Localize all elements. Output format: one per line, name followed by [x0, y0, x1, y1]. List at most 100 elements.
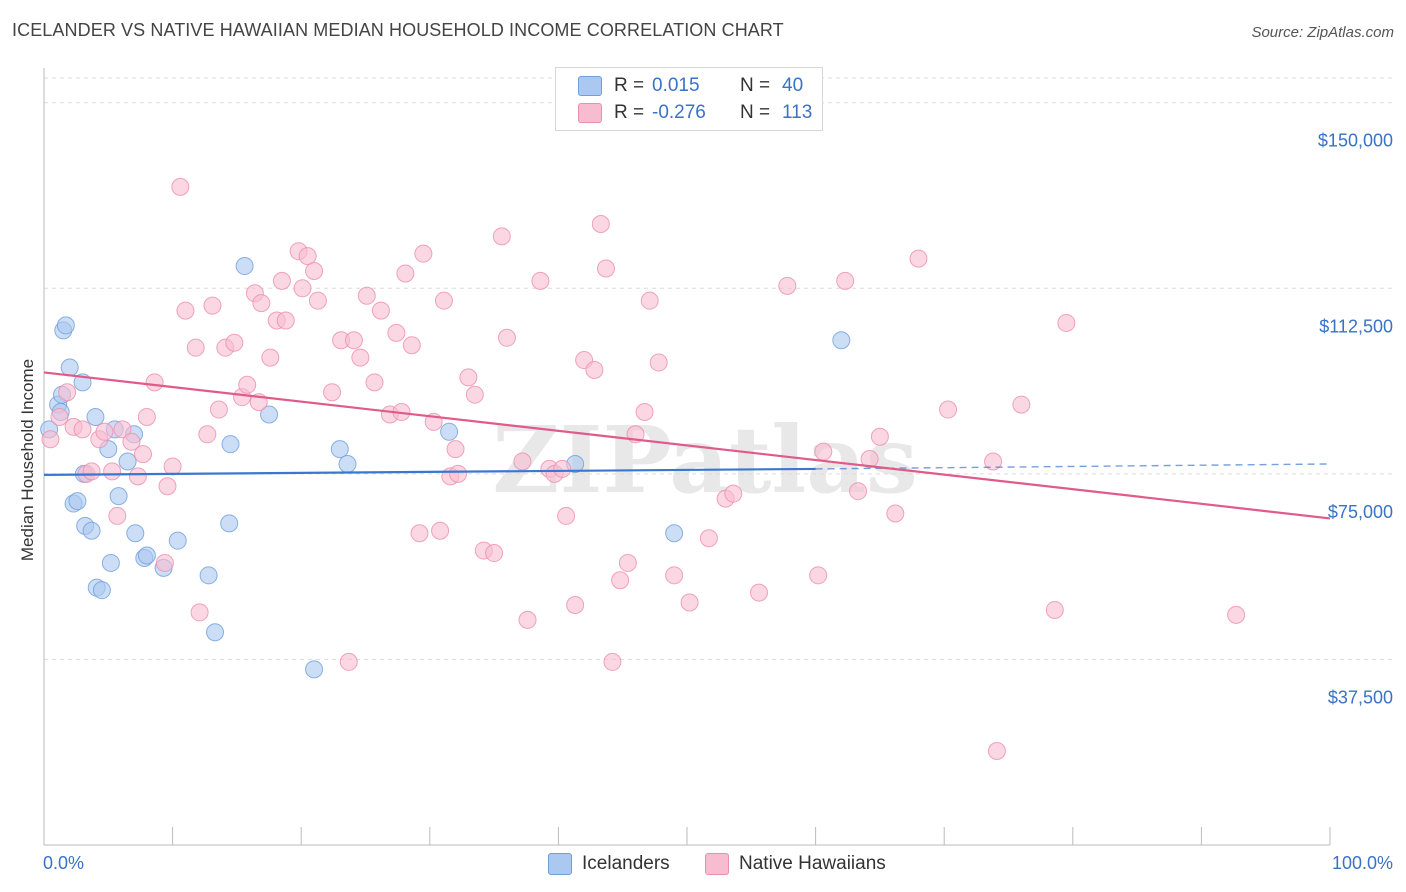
point-native-hawaiian	[402, 336, 421, 355]
point-native-hawaiian	[909, 249, 928, 268]
point-native-hawaiian	[414, 244, 433, 263]
point-native-hawaiian	[778, 276, 797, 295]
point-native-hawaiian	[272, 271, 291, 290]
point-icelander	[260, 405, 279, 424]
point-icelander	[60, 358, 79, 377]
point-icelander	[56, 316, 75, 335]
bottom-legend-icelanders: Icelanders	[548, 851, 670, 877]
point-native-hawaiian	[73, 420, 92, 439]
point-icelander	[305, 660, 324, 679]
axes	[43, 68, 1331, 846]
point-native-hawaiian	[836, 271, 855, 290]
y-axis-label: Median Household Income	[18, 359, 37, 561]
point-native-hawaiian	[176, 301, 195, 320]
point-icelander	[126, 524, 145, 543]
point-native-hawaiian	[209, 400, 228, 419]
point-native-hawaiian	[699, 529, 718, 548]
point-native-hawaiian	[446, 440, 465, 459]
point-native-hawaiian	[449, 464, 468, 483]
point-native-hawaiian	[459, 368, 478, 387]
chart-title: ICELANDER VS NATIVE HAWAIIAN MEDIAN HOUS…	[12, 20, 784, 40]
point-native-hawaiian	[339, 652, 358, 671]
point-native-hawaiian	[809, 566, 828, 585]
point-native-hawaiian	[585, 360, 604, 379]
point-native-hawaiian	[108, 506, 127, 525]
point-native-hawaiian	[323, 383, 342, 402]
point-native-hawaiian	[238, 375, 257, 394]
x-tick-label: 0.0%	[43, 853, 84, 873]
point-native-hawaiian	[724, 484, 743, 503]
point-native-hawaiian	[640, 291, 659, 310]
point-native-hawaiian	[113, 420, 132, 439]
point-native-hawaiian	[186, 338, 205, 357]
point-native-hawaiian	[497, 328, 516, 347]
point-native-hawaiian	[190, 603, 209, 622]
point-native-hawaiian	[58, 383, 77, 402]
point-icelander	[137, 546, 156, 565]
point-native-hawaiian	[531, 271, 550, 290]
point-native-hawaiian	[618, 553, 637, 572]
point-native-hawaiian	[50, 407, 69, 426]
point-native-hawaiian	[849, 482, 868, 501]
point-native-hawaiian	[518, 610, 537, 629]
r-label: R =	[614, 75, 645, 96]
point-native-hawaiian	[465, 385, 484, 404]
r-value: -0.276	[652, 102, 706, 123]
x-tick-labels: 0.0% 100.0%	[43, 853, 1393, 873]
trend-icelanders-extension	[815, 463, 1331, 470]
point-icelander	[330, 440, 349, 459]
point-native-hawaiian	[553, 459, 572, 478]
bottom-legend-swatch-native-hawaiians	[705, 853, 729, 875]
point-icelander	[101, 553, 120, 572]
trend-lines	[43, 371, 1331, 520]
legend-swatch-icelanders	[578, 76, 602, 96]
y-tick-labels: $37,500 $75,000 $112,500 $150,000	[1318, 131, 1393, 708]
point-native-hawaiian	[611, 571, 630, 590]
point-native-hawaiian	[396, 264, 415, 283]
point-icelander	[235, 257, 254, 276]
point-native-hawaiian	[870, 427, 889, 446]
point-native-hawaiian	[860, 450, 879, 469]
point-native-hawaiian	[252, 294, 271, 313]
bottom-legend-native-hawaiians: Native Hawaiians	[705, 851, 886, 877]
point-native-hawaiian	[298, 247, 317, 266]
point-native-hawaiian	[410, 524, 429, 543]
gridlines	[44, 77, 1392, 660]
trend-icelanders	[43, 467, 816, 476]
point-native-hawaiian	[596, 259, 615, 278]
point-native-hawaiian	[134, 445, 153, 464]
point-native-hawaiian	[203, 296, 222, 315]
point-native-hawaiian	[750, 583, 769, 602]
point-icelander	[68, 492, 87, 511]
y-tick-label: $150,000	[1318, 131, 1393, 151]
legend-swatch-native-hawaiians	[578, 103, 602, 123]
point-native-hawaiian	[122, 432, 141, 451]
point-native-hawaiian	[351, 348, 370, 367]
point-native-hawaiian	[387, 323, 406, 342]
point-icelander	[832, 331, 851, 350]
stats-legend: R = 0.015 N = 40 R = -0.276 N = 113	[555, 67, 823, 131]
point-native-hawaiian	[485, 544, 504, 563]
trend-native-hawaiians	[43, 371, 1331, 520]
point-native-hawaiian	[1045, 600, 1064, 619]
point-native-hawaiian	[103, 462, 122, 481]
r-value: 0.015	[652, 75, 700, 96]
point-icelander	[86, 407, 105, 426]
n-value: 113	[782, 102, 813, 123]
data-points	[40, 177, 1246, 760]
point-native-hawaiian	[158, 477, 177, 496]
point-native-hawaiian	[82, 462, 101, 481]
point-native-hawaiian	[665, 566, 684, 585]
point-native-hawaiian	[557, 506, 576, 525]
point-native-hawaiian	[984, 452, 1003, 471]
point-native-hawaiian	[145, 373, 164, 392]
legend-row-icelanders: R = 0.015 N = 40	[578, 74, 803, 98]
point-native-hawaiian	[365, 373, 384, 392]
point-icelander	[109, 487, 128, 506]
point-native-hawaiian	[1227, 605, 1246, 624]
r-label: R =	[614, 102, 645, 123]
point-native-hawaiian	[492, 227, 511, 246]
point-native-hawaiian	[434, 291, 453, 310]
point-native-hawaiian	[357, 286, 376, 305]
